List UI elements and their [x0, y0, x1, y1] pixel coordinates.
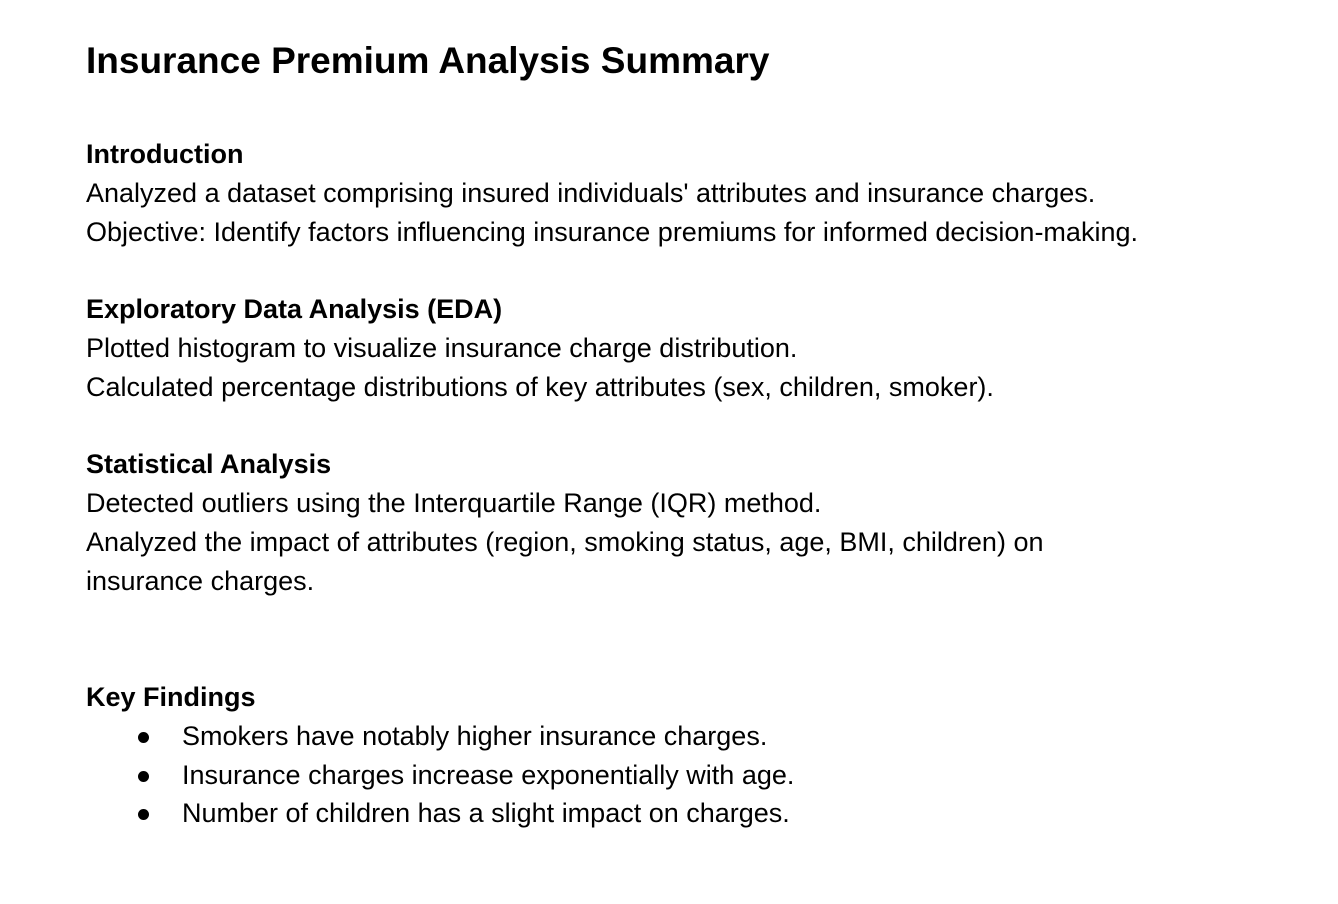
- document-title: Insurance Premium Analysis Summary: [86, 40, 770, 81]
- paragraph-line: insurance charges.: [86, 566, 315, 596]
- section-eda: Exploratory Data Analysis (EDA) Plotted …: [86, 290, 1286, 407]
- section-heading-introduction: Introduction: [86, 139, 244, 169]
- section-statistical-analysis: Statistical Analysis Detected outliers u…: [86, 445, 1286, 601]
- section-heading-statistical-analysis: Statistical Analysis: [86, 449, 332, 479]
- list-item: Smokers have notably higher insurance ch…: [86, 717, 1286, 756]
- list-item: Insurance charges increase exponentially…: [86, 756, 1286, 795]
- paragraph-line: Detected outliers using the Interquartil…: [86, 488, 822, 518]
- bullet-icon: [138, 770, 149, 782]
- paragraph-line: Calculated percentage distributions of k…: [86, 372, 994, 402]
- list-item-text: Smokers have notably higher insurance ch…: [182, 721, 768, 751]
- paragraph-line: Objective: Identify factors influencing …: [86, 217, 1138, 247]
- section-key-findings: Key Findings Smokers have notably higher…: [86, 678, 1286, 833]
- paragraph-line: Plotted histogram to visualize insurance…: [86, 333, 798, 363]
- list-item-text: Insurance charges increase exponentially…: [182, 759, 795, 790]
- paragraph-line: Analyzed a dataset comprising insured in…: [86, 178, 1096, 208]
- key-findings-list: Smokers have notably higher insurance ch…: [86, 717, 1286, 833]
- list-item-text: Number of children has a slight impact o…: [182, 798, 790, 828]
- section-heading-eda: Exploratory Data Analysis (EDA): [86, 294, 503, 324]
- paragraph-line: Analyzed the impact of attributes (regio…: [86, 527, 1044, 557]
- list-item: Number of children has a slight impact o…: [86, 794, 1286, 833]
- bullet-icon: [138, 732, 149, 743]
- section-heading-key-findings: Key Findings: [86, 682, 256, 712]
- section-introduction: Introduction Analyzed a dataset comprisi…: [86, 135, 1286, 252]
- bullet-icon: [138, 809, 149, 820]
